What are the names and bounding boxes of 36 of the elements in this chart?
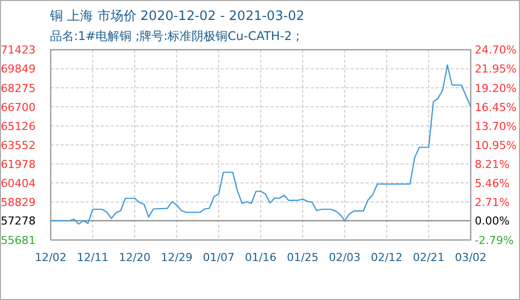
x-tick-label: 02/03 bbox=[328, 251, 361, 264]
y2-tick-label: -2.79% bbox=[474, 234, 514, 247]
x-tick-label: 12/02 bbox=[34, 251, 67, 264]
y-tick-label: 68275 bbox=[0, 82, 36, 95]
y2-tick-label: 10.95% bbox=[474, 138, 517, 152]
y-tick-label: 57278 bbox=[0, 214, 36, 228]
line-series bbox=[50, 64, 472, 225]
y-tick-label: 66700 bbox=[0, 100, 36, 114]
y-tick-label: 63552 bbox=[0, 138, 36, 152]
y2-tick-label: 24.70% bbox=[474, 44, 517, 57]
y2-tick-label: 21.95% bbox=[474, 62, 517, 76]
y2-tick-label: 16.45% bbox=[474, 100, 517, 114]
y-tick-label: 58829 bbox=[0, 196, 36, 209]
x-tick-label: 02/21 bbox=[412, 251, 445, 264]
y2-tick-label: 13.70% bbox=[474, 120, 517, 133]
x-tick-label: 01/07 bbox=[202, 251, 235, 264]
chart-subtitle: 品名:1#电解铜 ;牌号:标准阴极铜Cu-CATH-2 ; bbox=[50, 29, 300, 43]
y2-tick-label: 8.21% bbox=[474, 158, 510, 171]
y2-tick-label: 0.00% bbox=[474, 214, 510, 228]
y-tick-label: 65126 bbox=[0, 120, 36, 133]
y2-tick-label: 19.20% bbox=[474, 82, 517, 95]
y2-tick-label: 2.71% bbox=[474, 196, 510, 209]
y-tick-label: 55681 bbox=[0, 234, 36, 247]
y-tick-label: 61978 bbox=[0, 158, 36, 171]
y-tick-label: 69849 bbox=[0, 62, 36, 76]
x-tick-label: 01/25 bbox=[286, 251, 319, 264]
x-tick-label: 01/16 bbox=[244, 251, 277, 264]
x-tick-label: 12/29 bbox=[160, 251, 193, 264]
x-tick-label: 12/20 bbox=[118, 251, 151, 264]
chart-title: 铜 上海 市场价 2020-12-02 - 2021-03-02 bbox=[49, 9, 304, 24]
y-tick-label: 71423 bbox=[0, 44, 36, 57]
y2-tick-label: 5.46% bbox=[474, 176, 510, 190]
x-tick-label: 03/02 bbox=[454, 251, 487, 264]
x-tick-label: 12/11 bbox=[76, 251, 109, 264]
y-tick-label: 60404 bbox=[0, 176, 36, 190]
x-tick-label: 02/12 bbox=[370, 251, 403, 264]
